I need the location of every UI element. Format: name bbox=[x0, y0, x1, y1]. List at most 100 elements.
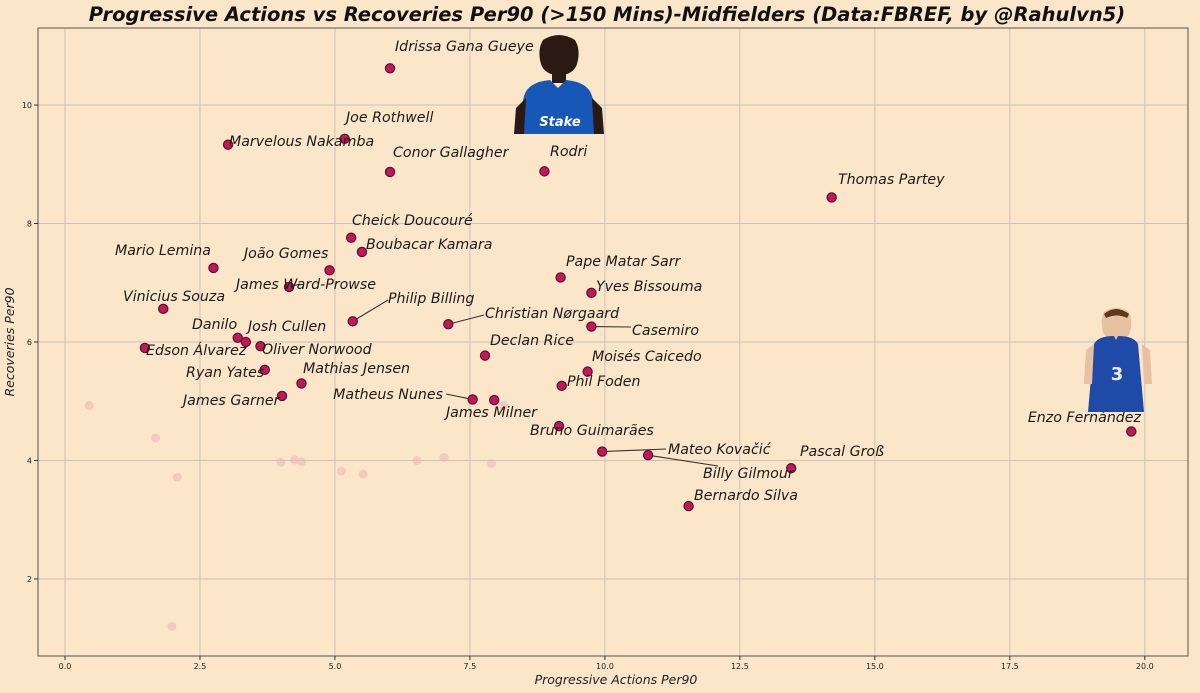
x-tick-label: 15.0 bbox=[866, 662, 884, 671]
data-point bbox=[1126, 426, 1137, 437]
x-tick-label: 2.5 bbox=[194, 662, 207, 671]
x-tick-label: 0.0 bbox=[59, 662, 72, 671]
point-label: Josh Cullen bbox=[245, 319, 326, 335]
x-tick-label: 7.5 bbox=[464, 662, 477, 671]
label-connector bbox=[648, 454, 719, 467]
data-point bbox=[384, 63, 396, 74]
x-axis-label: Progressive Actions Per90 bbox=[535, 672, 698, 687]
data-point bbox=[296, 378, 307, 389]
point-label: Joe Rothwell bbox=[343, 110, 433, 126]
point-label: Matheus Nunes bbox=[333, 387, 443, 403]
data-point bbox=[356, 246, 368, 258]
faded-point bbox=[151, 433, 161, 443]
data-point bbox=[785, 462, 797, 474]
data-point bbox=[556, 380, 567, 392]
point-label: Edson Álvarez bbox=[146, 342, 247, 359]
faded-point bbox=[296, 457, 306, 467]
data-point bbox=[555, 272, 566, 283]
data-point bbox=[582, 366, 593, 377]
point-label: Mathias Jensen bbox=[303, 361, 410, 377]
data-point bbox=[642, 449, 654, 461]
point-label: Casemiro bbox=[632, 323, 699, 339]
data-point bbox=[683, 500, 694, 512]
x-tick-label: 20.0 bbox=[1136, 662, 1154, 671]
point-labels: Idrissa Gana Gueye Joe Rothwell Marvelous … bbox=[115, 39, 1142, 504]
data-point bbox=[586, 321, 597, 332]
label-connector bbox=[352, 299, 389, 322]
faded-point bbox=[358, 469, 368, 479]
point-label: Christian Nørgaard bbox=[485, 306, 620, 322]
point-label: Pape Matar Sarr bbox=[566, 254, 682, 270]
data-point bbox=[240, 336, 252, 348]
faded-point bbox=[276, 457, 286, 467]
data-point bbox=[443, 319, 454, 330]
point-label: Enzo Fernández bbox=[1028, 410, 1142, 426]
point-label: Declan Rice bbox=[490, 333, 574, 349]
data-point bbox=[479, 350, 491, 361]
point-label: Idrissa Gana Gueye bbox=[395, 39, 534, 55]
chart-title: Progressive Actions vs Recoveries Per90 … bbox=[89, 3, 1125, 26]
highlighted-points bbox=[139, 63, 1137, 512]
faded-point bbox=[84, 400, 94, 410]
point-label: Thomas Partey bbox=[838, 172, 945, 188]
svg-text:3: 3 bbox=[1111, 364, 1124, 385]
point-label: Pascal Groß bbox=[800, 444, 884, 460]
data-point bbox=[208, 262, 219, 274]
axis-ticks: 0.0 2.5 5.0 7.5 10.0 12.5 15.0 17.5 20.0 2 4 6 8 10 bbox=[22, 101, 1154, 671]
point-label: Conor Gallagher bbox=[393, 145, 510, 161]
data-point bbox=[347, 316, 358, 327]
point-label: Billy Gilmour bbox=[703, 466, 795, 482]
data-point bbox=[339, 133, 350, 144]
data-point bbox=[384, 166, 396, 178]
point-label: Cheick Doucouré bbox=[352, 213, 473, 229]
faded-point bbox=[439, 453, 449, 463]
faded-points bbox=[84, 400, 508, 631]
point-label: Mario Lemina bbox=[115, 243, 211, 259]
data-point bbox=[467, 394, 478, 405]
y-tick-label: 8 bbox=[27, 220, 32, 229]
faded-point bbox=[289, 455, 299, 465]
y-tick-label: 10 bbox=[22, 101, 32, 110]
point-label: Ryan Yates bbox=[186, 365, 265, 381]
point-label: James Ward-Prowse bbox=[233, 277, 376, 293]
label-connectors bbox=[288, 283, 719, 467]
point-label: Bernardo Silva bbox=[694, 488, 798, 504]
svg-text:Stake: Stake bbox=[539, 115, 581, 130]
faded-point bbox=[336, 466, 346, 476]
label-connector bbox=[448, 314, 485, 325]
point-label: Vinicius Souza bbox=[123, 289, 225, 305]
point-label: Rodri bbox=[550, 144, 587, 160]
point-label: Danilo bbox=[192, 317, 237, 333]
point-label: Yves Bissouma bbox=[596, 279, 702, 295]
data-point bbox=[276, 390, 288, 402]
grid-lines bbox=[38, 28, 1188, 656]
data-point bbox=[255, 340, 266, 352]
label-connector bbox=[602, 448, 667, 453]
faded-point bbox=[412, 455, 422, 465]
data-point bbox=[597, 446, 608, 457]
data-point bbox=[586, 287, 597, 299]
point-label: Bruno Guimarães bbox=[530, 423, 654, 439]
point-label: James Garner bbox=[180, 393, 281, 409]
player-photo-everton: Stake bbox=[514, 35, 604, 134]
faded-point bbox=[167, 621, 177, 631]
point-label: João Gomes bbox=[241, 246, 329, 262]
data-point bbox=[222, 139, 234, 150]
data-point bbox=[539, 166, 550, 177]
y-tick-label: 2 bbox=[27, 575, 32, 584]
data-point bbox=[158, 303, 169, 315]
faded-point bbox=[498, 400, 508, 410]
y-axis-label: Recoveries Per90 bbox=[2, 287, 17, 396]
data-point bbox=[324, 265, 335, 276]
x-tick-label: 17.5 bbox=[1001, 662, 1019, 671]
data-point bbox=[489, 394, 500, 406]
data-point bbox=[826, 192, 837, 203]
point-label: Philip Billing bbox=[388, 291, 474, 307]
point-label: Marvelous Nakamba bbox=[229, 134, 374, 150]
point-label: Boubacar Kamara bbox=[366, 237, 492, 253]
data-point bbox=[553, 420, 565, 432]
data-point bbox=[139, 342, 151, 354]
data-point bbox=[345, 232, 357, 243]
